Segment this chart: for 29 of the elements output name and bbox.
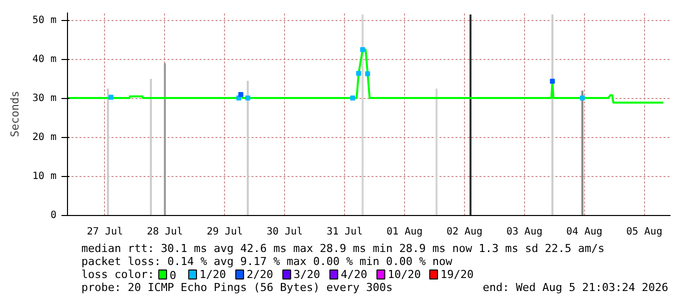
text: probe: 20 ICMP Echo Pings (56 Bytes) every 300s [81, 281, 393, 294]
x-tick-label: 04 Aug [566, 226, 602, 238]
legend-label: 1/20 [200, 268, 226, 281]
x-tick-label: 03 Aug [506, 226, 542, 238]
legend-label: 3/20 [294, 268, 320, 281]
text: end: Wed Aug 5 21:03:24 2026 [482, 281, 668, 294]
y-tick-label: 10 m [32, 170, 57, 182]
legend-label: 4/20 [340, 268, 368, 281]
x-tick-label: 02 Aug [446, 226, 483, 238]
y-tick-label: 30 m [32, 92, 57, 104]
y-tick-label: 0 [50, 210, 57, 221]
y-tick-label: 40 m [32, 54, 57, 65]
legend-title: loss color: [81, 268, 154, 281]
x-tick-label: 27 Jul [86, 226, 124, 238]
x-tick-label: 31 Jul [326, 226, 363, 238]
x-tick-label: 28 Jul [146, 226, 183, 238]
legend-label: 19/20 [440, 268, 474, 281]
y-tick-label: 50 m [32, 14, 57, 26]
x-tick-label: 01 Aug [386, 226, 423, 238]
legend-label: 2/20 [246, 268, 274, 281]
x-tick-label: 29 Jul [206, 226, 243, 238]
x-tick-label: 05 Aug [626, 226, 662, 238]
legend-label: 10/20 [388, 268, 421, 281]
text: packet loss: 0.14 % avg 9.17 % max 0.00 % min 0.00 % now [81, 255, 453, 268]
legend-label: 0 [170, 269, 176, 282]
x-tick-label: 30 Jul [266, 226, 303, 238]
y-axis-title: Seconds [8, 90, 22, 138]
text: median rtt: 30.1 ms avg 42.6 ms max 28.9 ms min 28.9 ms now 1.3 ms sd 22.5 am/s [81, 242, 605, 255]
y-tick-label: 20 m [32, 132, 57, 143]
